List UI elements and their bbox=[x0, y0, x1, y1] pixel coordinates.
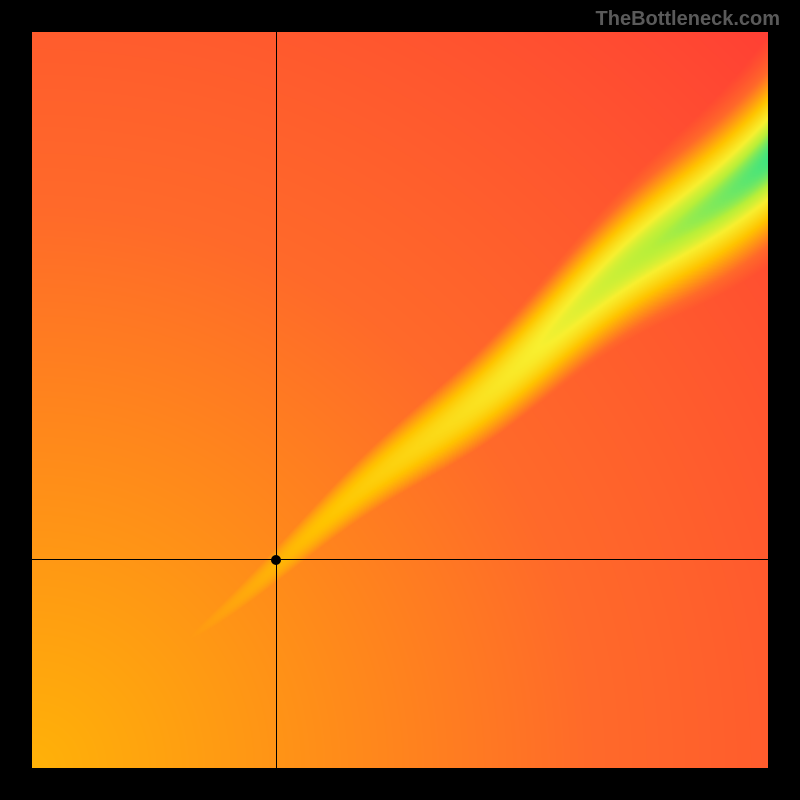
watermark-text: TheBottleneck.com bbox=[596, 8, 780, 31]
figure-container: TheBottleneck.com bbox=[0, 0, 800, 800]
heatmap-plot-area bbox=[32, 32, 768, 768]
data-point-marker bbox=[271, 555, 281, 565]
crosshair-horizontal bbox=[32, 559, 768, 560]
crosshair-vertical bbox=[276, 32, 277, 768]
heatmap-canvas bbox=[32, 32, 768, 768]
